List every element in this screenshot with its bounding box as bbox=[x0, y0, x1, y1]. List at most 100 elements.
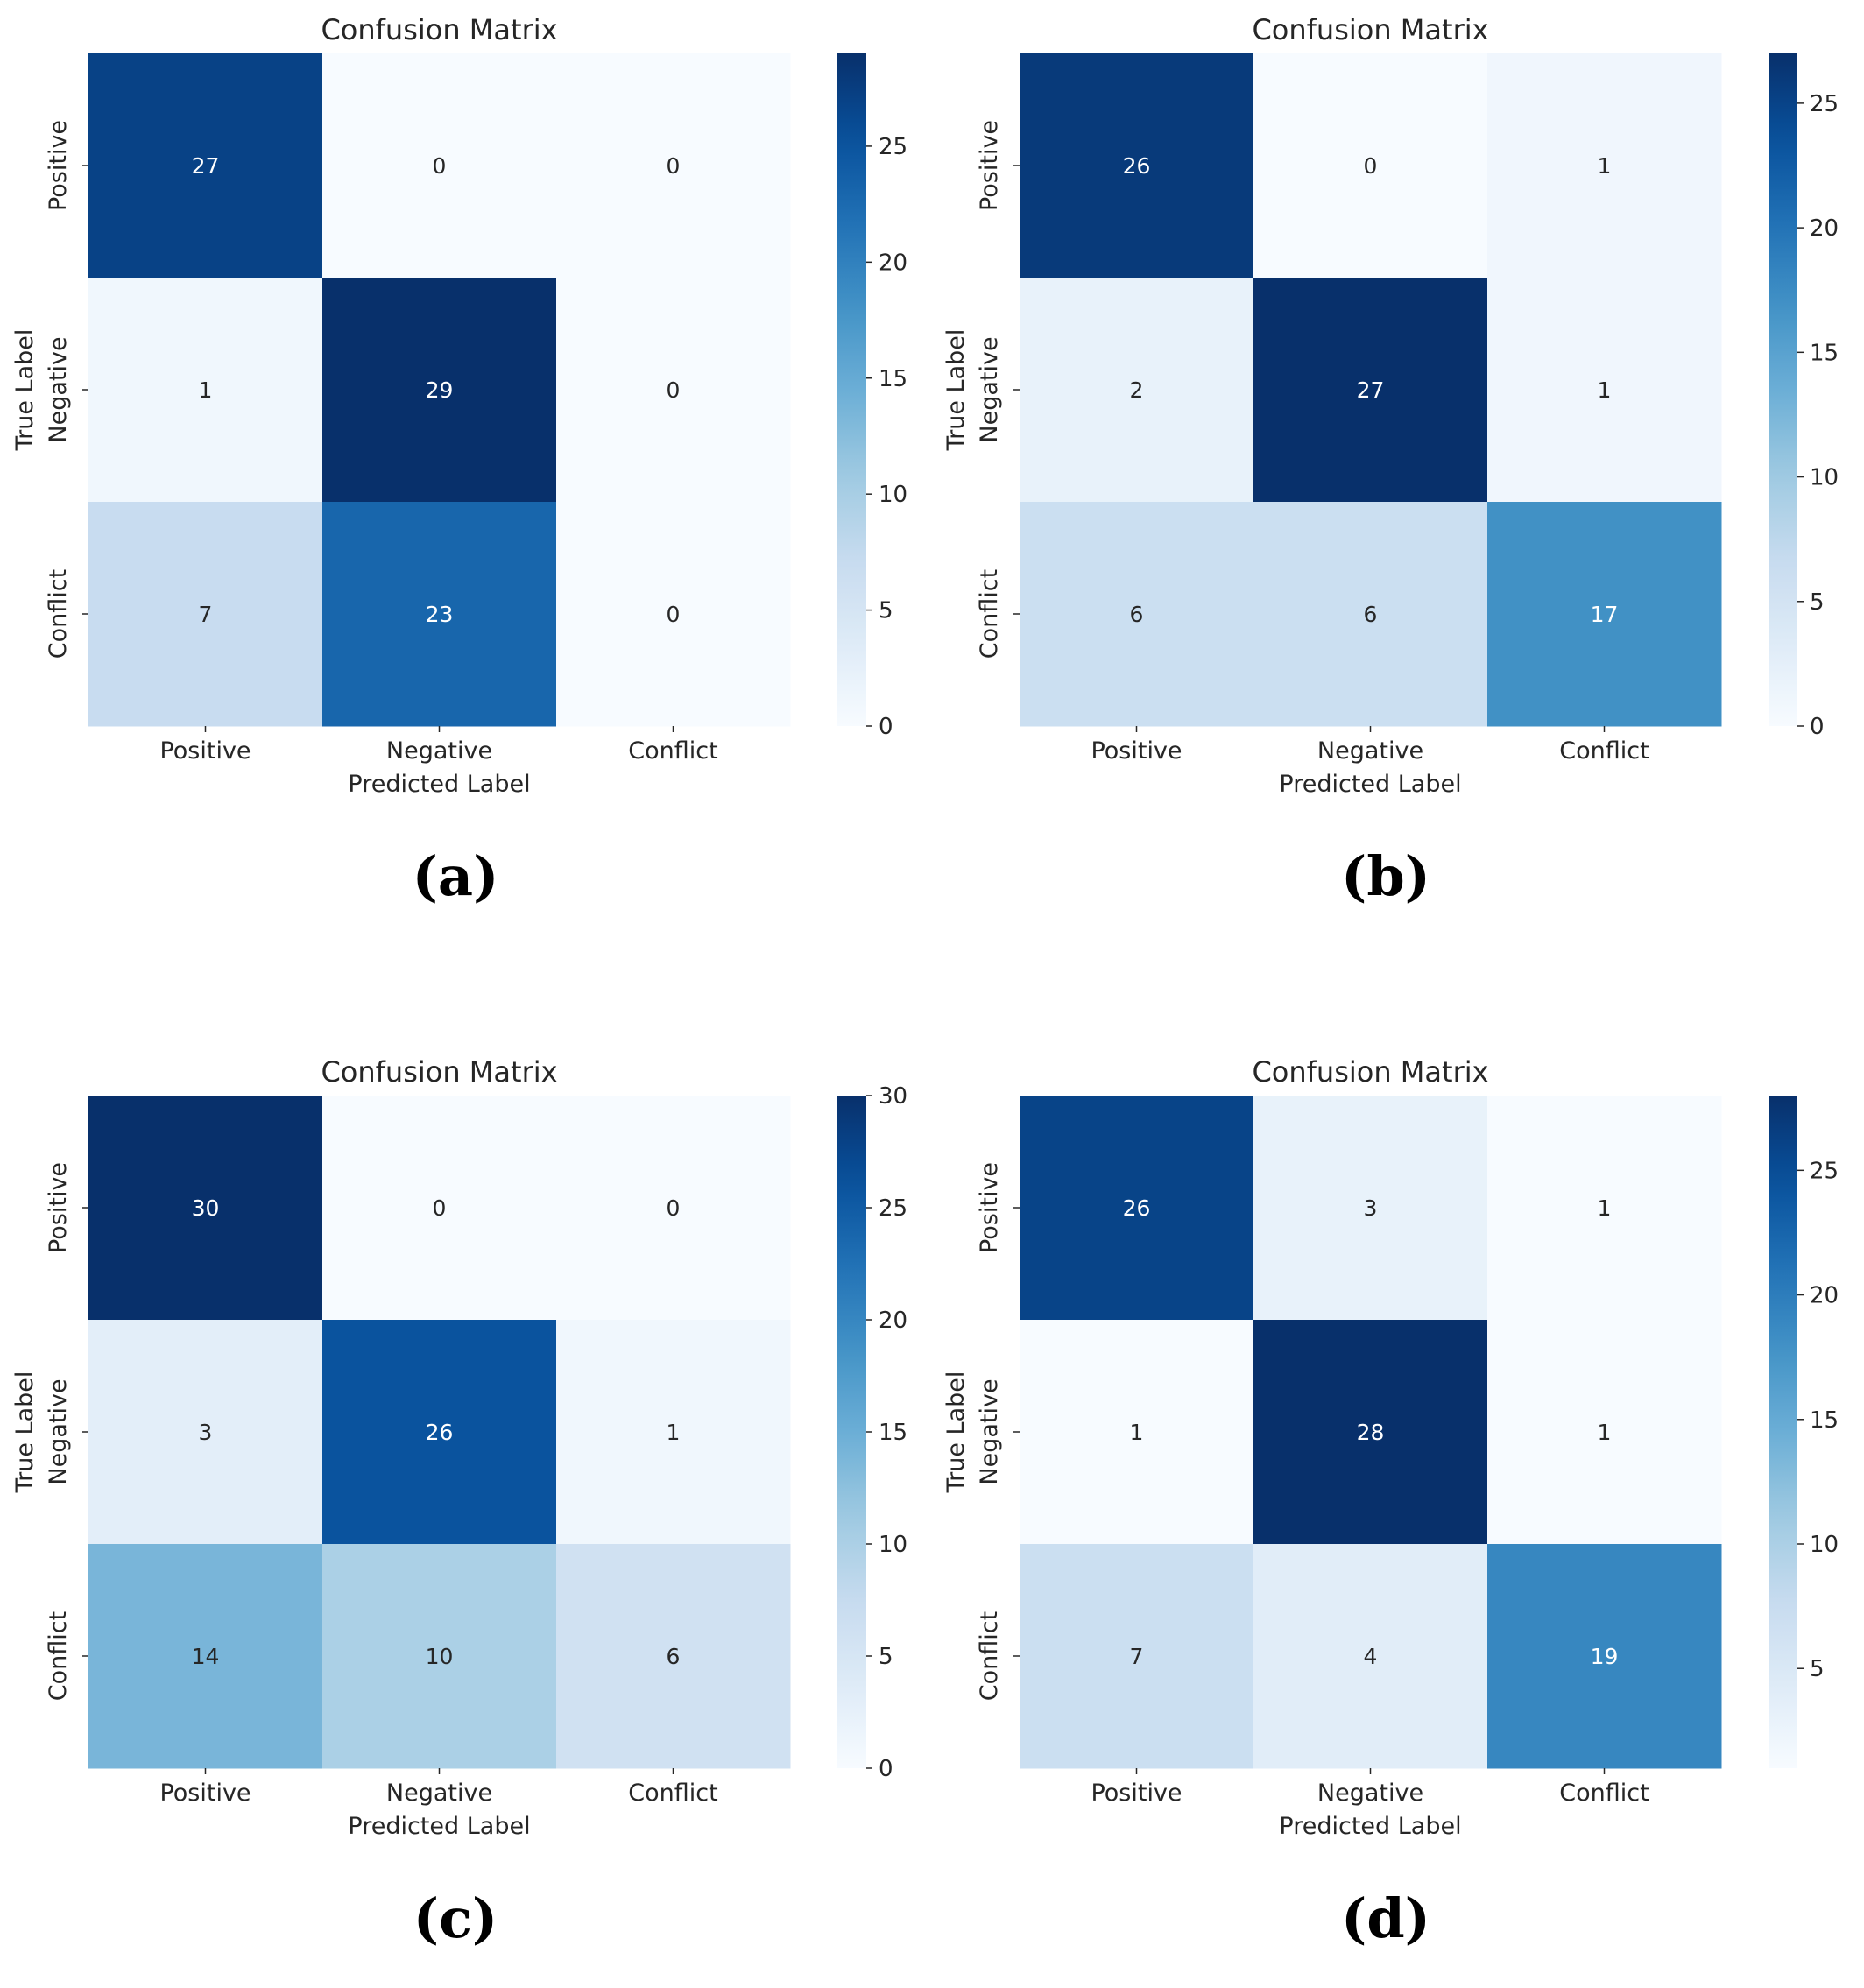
panel-b: Confusion Matrix 26 0 1 2 27 1 6 6 17 Positive Nega… bbox=[943, 13, 1839, 908]
y-tick-label: Positive bbox=[45, 120, 72, 211]
y-tick-label: Conflict bbox=[976, 569, 1003, 659]
heatmap-cell bbox=[1020, 1096, 1254, 1321]
cell-value-label: 27 bbox=[192, 153, 220, 179]
cell-value-label: 3 bbox=[199, 1420, 213, 1445]
colorbar bbox=[1769, 53, 1797, 726]
heatmap-cell bbox=[1020, 1320, 1254, 1545]
cell-value-label: 1 bbox=[1598, 1420, 1612, 1445]
y-tick-label: Negative bbox=[45, 1378, 72, 1484]
cell-value-label: 26 bbox=[1123, 1195, 1151, 1221]
heatmap-cell bbox=[88, 278, 323, 503]
cell-value-label: 14 bbox=[192, 1644, 220, 1669]
heatmap-cell bbox=[322, 53, 557, 278]
x-tick-label: Conflict bbox=[1559, 1780, 1649, 1807]
heatmap-cell bbox=[1487, 278, 1722, 503]
colorbar-tick-label: 20 bbox=[879, 250, 907, 276]
cell-value-label: 29 bbox=[426, 377, 454, 403]
heatmap-cell bbox=[322, 1096, 557, 1321]
heatmap-cell bbox=[556, 1096, 791, 1321]
heatmap-cell bbox=[1487, 1544, 1722, 1769]
cell-value-label: 30 bbox=[192, 1195, 220, 1221]
colorbar-tick-label: 15 bbox=[879, 366, 907, 392]
cell-value-label: 1 bbox=[667, 1420, 681, 1445]
colorbar-tick-label: 15 bbox=[1810, 1407, 1839, 1434]
x-axis-label: Predicted Label bbox=[348, 771, 530, 798]
x-tick-label: Negative bbox=[386, 737, 492, 765]
panel-caption: (c) bbox=[413, 1886, 498, 1950]
cell-value-label: 27 bbox=[1357, 377, 1385, 403]
cell-value-label: 17 bbox=[1591, 602, 1619, 627]
x-tick-label: Negative bbox=[1317, 737, 1423, 765]
cell-value-label: 0 bbox=[667, 377, 681, 403]
colorbar-tick-label: 0 bbox=[879, 714, 893, 740]
y-axis-label: True Label bbox=[11, 329, 39, 452]
chart-title: Confusion Matrix bbox=[321, 1055, 557, 1089]
colorbar-tick-label: 25 bbox=[1810, 91, 1839, 117]
y-tick-label: Positive bbox=[976, 120, 1003, 211]
panel-a: Confusion Matrix 27 0 0 1 29 0 7 23 0 Positive Nega… bbox=[11, 13, 907, 908]
x-tick-label: Positive bbox=[1091, 1780, 1182, 1807]
cell-value-label: 1 bbox=[199, 377, 213, 403]
heatmap-cell bbox=[1020, 278, 1254, 503]
cell-value-label: 6 bbox=[1364, 602, 1378, 627]
x-axis-label: Predicted Label bbox=[1279, 1813, 1461, 1840]
heatmap-cell bbox=[1487, 53, 1722, 278]
colorbar bbox=[837, 53, 866, 726]
colorbar-tick-label: 15 bbox=[879, 1420, 907, 1446]
cell-value-label: 28 bbox=[1357, 1420, 1385, 1445]
y-tick-label: Negative bbox=[45, 336, 72, 442]
colorbar bbox=[837, 1096, 866, 1768]
heatmap-cell bbox=[1253, 502, 1488, 727]
cell-value-label: 0 bbox=[433, 1195, 447, 1221]
colorbar-tick-label: 5 bbox=[1810, 1656, 1825, 1682]
heatmap-cell bbox=[88, 1544, 323, 1769]
cell-value-label: 19 bbox=[1591, 1644, 1619, 1669]
heatmap-cell bbox=[1253, 53, 1488, 278]
cell-value-label: 23 bbox=[426, 602, 454, 627]
y-tick-label: Negative bbox=[976, 1378, 1003, 1484]
cell-value-label: 1 bbox=[1598, 153, 1612, 179]
heatmap-cell bbox=[88, 1320, 323, 1545]
cell-value-label: 0 bbox=[1364, 153, 1378, 179]
y-axis-label: True Label bbox=[943, 1371, 970, 1494]
cell-value-label: 0 bbox=[433, 153, 447, 179]
colorbar-tick-label: 25 bbox=[879, 134, 907, 160]
y-tick-label: Conflict bbox=[45, 569, 72, 659]
cell-value-label: 4 bbox=[1364, 1644, 1378, 1669]
panel-caption: (d) bbox=[1341, 1886, 1430, 1950]
heatmap-cell bbox=[556, 1544, 791, 1769]
x-tick-label: Conflict bbox=[628, 1780, 717, 1807]
y-tick-label: Positive bbox=[45, 1162, 72, 1253]
colorbar-tick-label: 15 bbox=[1810, 340, 1839, 366]
y-axis-label: True Label bbox=[11, 1371, 39, 1494]
panel-caption: (b) bbox=[1341, 844, 1430, 908]
colorbar-tick-label: 20 bbox=[1810, 215, 1839, 242]
panel-c: Confusion Matrix 30 0 0 3 26 1 14 10 6 Positive Neg… bbox=[11, 1055, 907, 1950]
heatmap-cell bbox=[556, 278, 791, 503]
x-axis-label: Predicted Label bbox=[1279, 771, 1461, 798]
y-tick-label: Conflict bbox=[976, 1611, 1003, 1701]
panel-d: Confusion Matrix 26 3 1 1 28 1 7 4 19 Positive Nega… bbox=[943, 1055, 1839, 1950]
heatmap-cell bbox=[322, 278, 557, 503]
x-tick-label: Positive bbox=[159, 737, 251, 765]
heatmap-cell bbox=[556, 1320, 791, 1545]
cell-value-label: 3 bbox=[1364, 1195, 1378, 1221]
cell-value-label: 6 bbox=[1130, 602, 1144, 627]
colorbar-tick-label: 10 bbox=[879, 482, 907, 508]
cell-value-label: 26 bbox=[1123, 153, 1151, 179]
colorbar-tick-label: 25 bbox=[1810, 1158, 1839, 1184]
cell-value-label: 1 bbox=[1130, 1420, 1144, 1445]
heatmap-cell bbox=[88, 502, 323, 727]
heatmap-cell bbox=[1253, 278, 1488, 503]
cell-value-label: 7 bbox=[199, 602, 213, 627]
heatmap-cell bbox=[1253, 1320, 1488, 1545]
heatmap-cell bbox=[556, 502, 791, 727]
x-tick-label: Conflict bbox=[1559, 737, 1649, 765]
x-tick-label: Negative bbox=[386, 1780, 492, 1807]
cell-value-label: 6 bbox=[667, 1644, 681, 1669]
colorbar-tick-label: 5 bbox=[1810, 589, 1825, 616]
heatmap-cell bbox=[1020, 502, 1254, 727]
cell-value-label: 2 bbox=[1130, 377, 1144, 403]
heatmap-cell bbox=[322, 1544, 557, 1769]
cell-value-label: 1 bbox=[1598, 1195, 1612, 1221]
